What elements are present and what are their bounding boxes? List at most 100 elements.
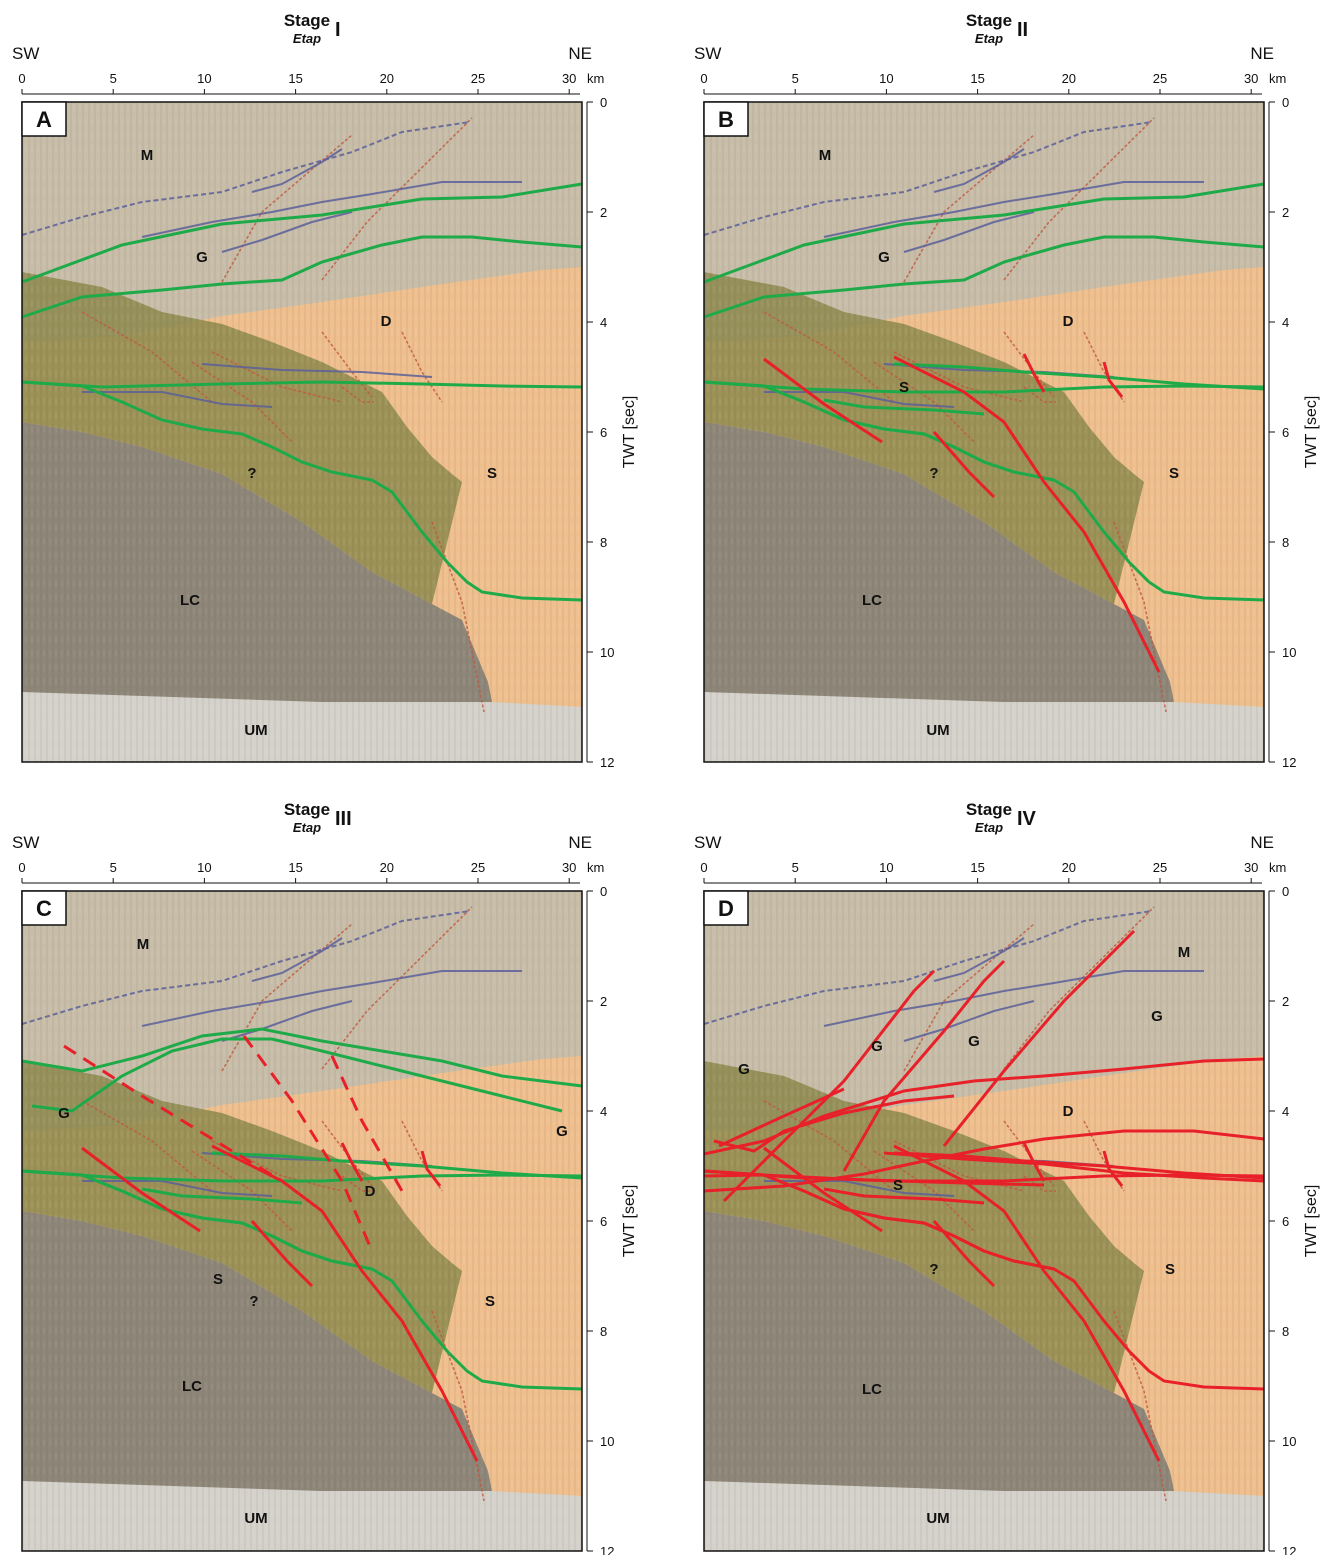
red-fault [250, 1220, 314, 1288]
y-tick-label: 0 [1282, 95, 1289, 110]
stage-label: Stage [966, 800, 1012, 819]
layer-label: ? [929, 465, 938, 482]
reflector-trace [764, 391, 955, 408]
layer-label: G [58, 1105, 70, 1122]
faint-fault-trace [431, 521, 485, 713]
layer-label: D [381, 313, 392, 330]
y-tick-label: 2 [1282, 994, 1289, 1009]
y-axis-title: TWT [sec] [621, 396, 638, 469]
x-tick-label: 15 [288, 860, 302, 875]
stage-numeral: I [335, 19, 341, 41]
sw-label: SW [12, 833, 39, 852]
x-tick-label: 30 [562, 860, 576, 875]
panel-frame [703, 890, 1265, 1552]
stage-label: Stage [284, 800, 330, 819]
x-tick-label: 30 [1244, 71, 1258, 86]
green-horizon [893, 362, 1265, 391]
faint-fault-trace [873, 1150, 975, 1232]
y-tick-label: 2 [600, 994, 607, 1009]
y-tick-label: 10 [1282, 1434, 1296, 1449]
layer-label: G [196, 249, 208, 266]
reflector-trace [141, 181, 522, 238]
faint-fault-trace [211, 351, 343, 403]
faint-fault-trace [1113, 521, 1167, 713]
panel-letter: C [36, 896, 52, 921]
x-tick-label: 0 [700, 71, 707, 86]
y-axis-title: TWT [sec] [1303, 1185, 1320, 1258]
red-fault [420, 1150, 442, 1187]
y-tick-label: 0 [600, 884, 607, 899]
x-tick-label: 0 [18, 71, 25, 86]
reflector-trace [823, 970, 1204, 1027]
faint-fault-trace [191, 1150, 293, 1232]
panel-letter-box [703, 890, 749, 926]
seismic-texture [22, 102, 582, 762]
layer-label: D [365, 1183, 376, 1200]
green-horizon [211, 1151, 583, 1180]
layer-label: D [1063, 313, 1074, 330]
y-tick-label: 10 [600, 1434, 614, 1449]
reflector-trace [703, 121, 1153, 236]
x-tick-label: 15 [970, 860, 984, 875]
red-fault [1102, 361, 1124, 398]
y-tick-label: 12 [1282, 1544, 1296, 1555]
x-tick-label: 5 [792, 860, 799, 875]
panel-letter: D [718, 896, 734, 921]
seismic-texture [704, 891, 1264, 1551]
y-tick-label: 4 [600, 315, 607, 330]
x-tick-label: 20 [1062, 71, 1076, 86]
x-tick-label: 10 [197, 71, 211, 86]
faint-fault-trace [221, 134, 353, 283]
faint-fault-trace [191, 361, 293, 443]
layer-label: G [1151, 1008, 1163, 1025]
red-fault [1102, 1150, 1124, 1187]
reflector-trace [251, 937, 343, 982]
red-fault [340, 1142, 364, 1182]
layer-label: S [893, 1177, 903, 1194]
stage-label: Stage [966, 11, 1012, 30]
layer-label: G [738, 1061, 750, 1078]
red-fault-dashed [242, 1035, 374, 1252]
layer-label: M [1178, 944, 1191, 961]
panel-letter-box [21, 101, 67, 137]
faint-fault-trace [81, 1100, 213, 1192]
red-fault [722, 969, 936, 1203]
layer-label: LC [182, 1378, 202, 1395]
y-tick-label: 10 [600, 645, 614, 660]
green-horizon [21, 182, 583, 284]
reflector-trace [21, 910, 471, 1025]
faint-fault-trace [763, 311, 895, 403]
faint-fault-trace [321, 906, 473, 1070]
y-tick-label: 12 [1282, 755, 1296, 770]
stage-label: Stage [284, 11, 330, 30]
y-axis-title: TWT [sec] [621, 1185, 638, 1258]
x-tick-label: 25 [471, 860, 485, 875]
x-tick-label: 30 [562, 71, 576, 86]
green-horizon [823, 398, 985, 416]
x-tick-label: 5 [110, 860, 117, 875]
sw-label: SW [694, 44, 721, 63]
green-horizon [21, 380, 583, 602]
red-fault [1022, 1142, 1046, 1182]
x-tick-label: 5 [792, 71, 799, 86]
panel-letter-box [703, 101, 749, 137]
layer-label: G [556, 1123, 568, 1140]
y-tick-label: 8 [1282, 535, 1289, 550]
x-unit-label: km [587, 860, 604, 875]
red-fault [763, 357, 883, 444]
faint-fault-trace [431, 1310, 485, 1502]
red-fault [893, 1144, 1161, 1462]
faint-fault-trace [221, 923, 353, 1072]
layer-label: ? [929, 1261, 938, 1278]
reflector-trace [221, 1000, 353, 1042]
y-tick-label: 4 [1282, 1104, 1289, 1119]
x-tick-label: 10 [197, 860, 211, 875]
green-horizon [703, 380, 1055, 482]
layer-label: G [871, 1038, 883, 1055]
reflector-trace [201, 363, 433, 378]
reflector-trace [221, 211, 353, 253]
faint-fault-trace [903, 923, 1035, 1072]
y-tick-label: 8 [600, 1324, 607, 1339]
